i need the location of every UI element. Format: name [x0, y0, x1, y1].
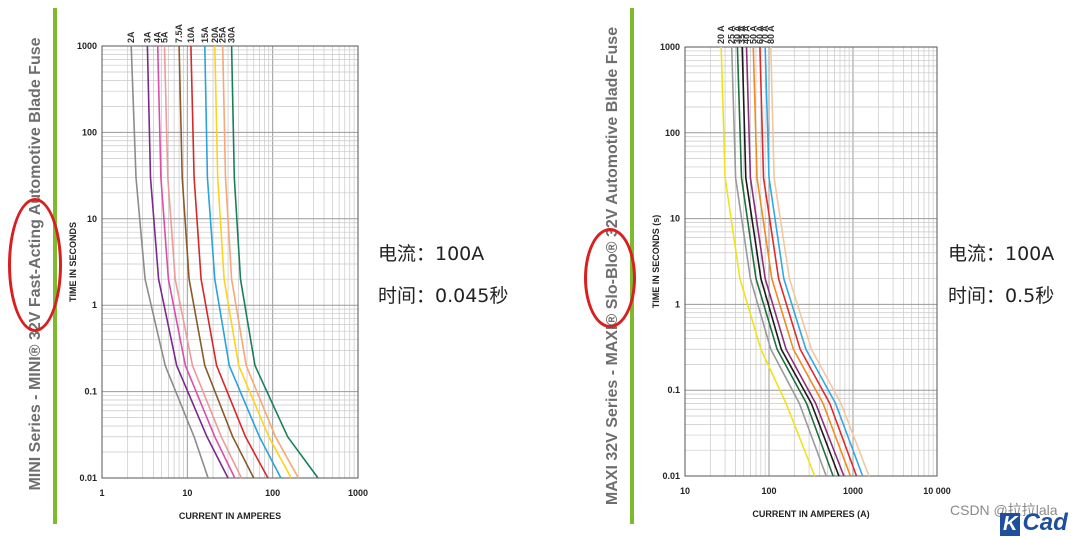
right-chart-y-tick-label: 100: [665, 128, 680, 138]
left-chart-x-axis-title: CURRENT IN AMPERES: [179, 511, 281, 521]
right-chart-series-curve-7: [764, 46, 864, 477]
left-chart-y-tick-label: 0.1: [84, 387, 97, 397]
left-chart-y-tick-label: 10: [87, 214, 97, 224]
screenshot-canvas: MINI Series - MINI® 32V Fast-Acting Auto…: [8, 8, 1068, 536]
right-chart-series-label: 50 A: [748, 25, 758, 44]
left-chart-series-label: 15A: [200, 26, 210, 43]
right-chart-series-curve-0: [720, 46, 816, 477]
right-time-current-chart: 20 A 25 A30 A35 A40 A50 A60 A70 A80 A1000…: [651, 25, 951, 519]
right-chart-y-tick-label: 1: [675, 299, 680, 309]
left-chart-x-tick-label: 1000: [348, 488, 368, 498]
left-annotation-time: 时间：0.045秒: [378, 285, 509, 307]
logo-mark-icon: K: [1000, 513, 1021, 536]
left-chart-x-tick-label: 10: [182, 488, 192, 498]
right-chart-x-tick-label: 100: [761, 486, 776, 496]
left-chart-x-tick-label: 1: [99, 488, 104, 498]
right-chart-series-label: 35 A: [737, 25, 747, 44]
right-chart-series-curve-3: [741, 46, 840, 477]
right-chart-grid: [684, 47, 937, 477]
left-chart-y-tick-label: 0.01: [79, 473, 97, 483]
right-chart-series-label: 60 A: [755, 25, 765, 44]
left-chart-y-tick-label: 1000: [77, 41, 97, 51]
right-chart-series-label: 80 A: [766, 25, 776, 44]
right-highlight-oval: [584, 228, 636, 328]
left-chart-series-label: 3A: [142, 31, 152, 43]
right-chart-series-curve-6: [759, 46, 858, 477]
left-chart-series-curve-7: [214, 45, 292, 479]
left-chart-series-curve-4: [178, 45, 255, 479]
right-annotation-current: 电流：100A: [948, 243, 1055, 265]
left-chart-series-label: 5A: [159, 31, 169, 43]
left-highlight-oval: [8, 198, 62, 332]
left-chart-series-curve-8: [221, 45, 300, 479]
right-chart-series-curve-5: [752, 46, 852, 477]
left-chart-y-axis-title: TIME IN SECONDS: [68, 222, 78, 302]
right-chart-x-tick-label: 10 000: [923, 486, 951, 496]
csdn-watermark: CSDN @拉拉lala: [950, 502, 1058, 518]
right-chart-series-label: 70 A: [760, 25, 770, 44]
right-chart-x-axis-title: CURRENT IN AMPERES (A): [752, 509, 869, 519]
left-chart-series-label: 10A: [186, 26, 196, 43]
left-chart-series-curve-5: [190, 45, 269, 479]
right-chart-series-curve-2: [736, 46, 834, 477]
left-chart-y-tick-label: 100: [82, 127, 97, 137]
left-chart-series-curve-6: [204, 45, 282, 479]
left-chart-series-curve-1: [146, 45, 229, 479]
right-chart-series-curve-1: [730, 46, 827, 477]
right-chart-series-label: 25 A: [727, 25, 737, 44]
right-chart-y-tick-label: 0.1: [667, 385, 680, 395]
right-chart-series-curve-4: [745, 46, 845, 477]
left-annotation-current: 电流：100A: [378, 243, 485, 265]
left-chart-series-label: 7.5A: [174, 23, 184, 43]
right-chart-series-label: 40 A: [742, 25, 752, 44]
right-chart-series-label: 30 A: [732, 25, 742, 44]
right-annotation-time: 时间：0.5秒: [948, 285, 1055, 307]
left-chart-series-curve-0: [130, 45, 209, 479]
left-chart-y-tick-label: 1: [92, 300, 97, 310]
left-chart-series-curve-9: [230, 45, 319, 479]
left-chart-series-label: 2A: [126, 31, 136, 43]
right-chart-series-label: 20 A: [716, 25, 726, 44]
left-chart-series-label: 20A: [210, 26, 220, 43]
left-chart-series-curve-2: [156, 45, 236, 479]
brand-logo: K Cad: [1000, 509, 1068, 537]
right-chart-y-tick-label: 1000: [660, 42, 680, 52]
right-chart-x-tick-label: 10: [680, 486, 690, 496]
right-chart-y-axis-title: TIME IN SECONDS (s): [651, 215, 661, 309]
right-chart-y-tick-label: 0.01: [662, 471, 680, 481]
left-chart-plot-frame: [101, 45, 359, 479]
left-chart-series-curve-3: [163, 45, 243, 479]
logo-text: Cad: [1022, 509, 1068, 536]
right-chart-x-tick-label: 1000: [843, 486, 863, 496]
right-chart-series-curve-8: [770, 46, 870, 477]
right-chart-y-tick-label: 10: [670, 214, 680, 224]
left-chart-x-tick-label: 100: [265, 488, 280, 498]
right-chart-plot-frame: [684, 46, 938, 477]
left-chart-series-label: 4A: [153, 31, 163, 43]
left-chart-series-label: 30A: [227, 26, 237, 43]
left-chart-series-label: 25A: [218, 26, 228, 43]
